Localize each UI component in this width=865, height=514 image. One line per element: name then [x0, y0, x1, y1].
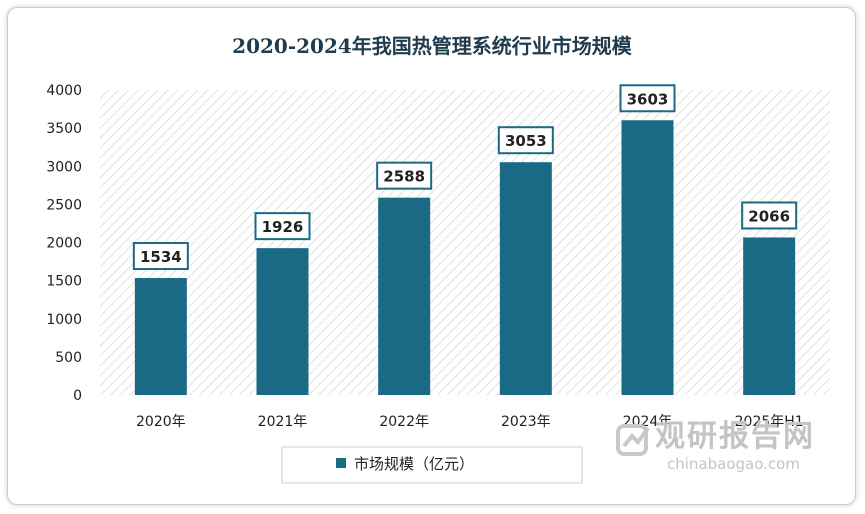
y-tick-label: 3000 [46, 159, 82, 175]
data-label-box [619, 84, 676, 113]
data-label: 2066 [748, 207, 790, 225]
plot-area [100, 90, 830, 395]
bar [621, 120, 674, 396]
data-label-box [497, 126, 554, 155]
bar [499, 162, 552, 395]
x-tick-label: 2023年 [501, 414, 551, 430]
legend: 市场规模（亿元） [281, 446, 583, 484]
y-tick-label: 2000 [46, 236, 82, 252]
y-tick-label: 2500 [46, 197, 82, 213]
y-tick-label: 4000 [46, 83, 82, 99]
x-tick-label: 2022年 [379, 414, 429, 430]
x-tick-label: 2025年H1 [735, 414, 804, 430]
bar [256, 248, 309, 395]
bar [134, 278, 187, 395]
bar [378, 197, 431, 395]
y-tick-label: 1500 [46, 274, 82, 290]
data-label-box [741, 201, 798, 230]
y-tick-label: 0 [73, 388, 82, 404]
legend-swatch [336, 458, 346, 468]
watermark-name: 观研报告网 [655, 419, 815, 454]
watermark: 观研报告网 chinabaogao.com [616, 419, 815, 473]
x-tick-label: 2020年 [136, 414, 186, 430]
legend-box [281, 446, 583, 484]
data-label: 2588 [383, 168, 425, 186]
data-label: 3053 [505, 132, 547, 150]
data-label-box [254, 212, 311, 241]
bar [743, 237, 796, 395]
data-label: 3603 [627, 90, 669, 108]
y-tick-label: 500 [55, 350, 82, 366]
legend-label: 市场规模（亿元） [354, 455, 474, 473]
data-label: 1534 [140, 248, 182, 266]
data-label: 1926 [262, 218, 304, 236]
watermark-logo-icon [616, 424, 650, 456]
chart-title: 2020-2024年我国热管理系统行业市场规模 [232, 34, 633, 58]
y-tick-label: 1000 [46, 312, 82, 328]
data-label-box [132, 242, 189, 271]
x-tick-label: 2021年 [258, 414, 308, 430]
data-label-box [376, 161, 433, 190]
y-tick-label: 3500 [46, 121, 82, 137]
watermark-url: chinabaogao.com [667, 455, 800, 473]
